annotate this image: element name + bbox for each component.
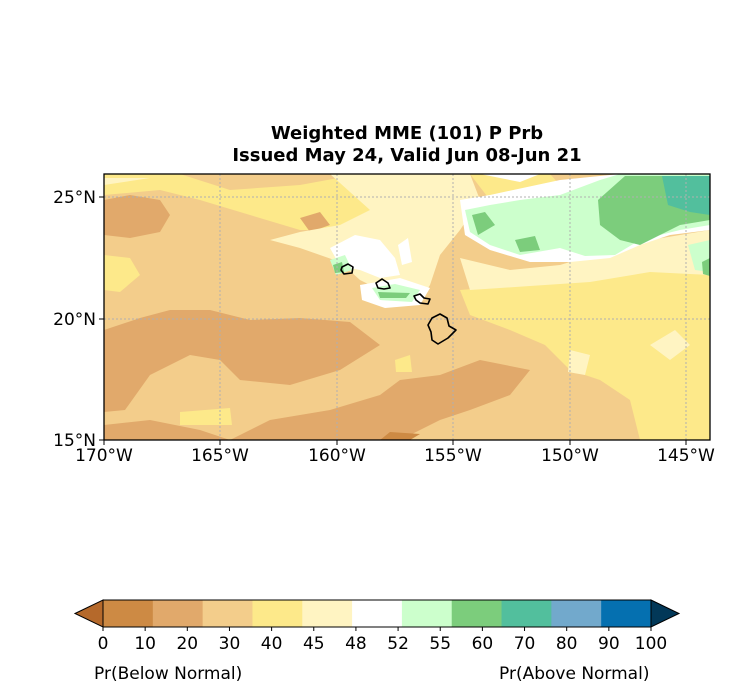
colorbar-segment	[401, 600, 453, 627]
region-40-45-spot	[395, 355, 412, 372]
colorbar-extend-below	[73, 599, 104, 628]
colorbar-tick-label: 30	[219, 634, 241, 654]
colorbar-tick-label: 10	[134, 634, 156, 654]
probability-field	[104, 174, 710, 440]
region-48-52-spot	[398, 238, 412, 265]
region-20-30-south	[230, 360, 530, 440]
colorbar-segment	[302, 600, 353, 627]
colorbar-label-above-normal: Pr(Above Normal)	[499, 664, 650, 684]
region-20-30-south-edge	[104, 420, 230, 440]
maui-coastline	[413, 293, 431, 305]
colorbar-tick-label: 100	[635, 634, 667, 654]
colorbar-segment	[501, 600, 552, 627]
lon-tick-label: 155°W	[424, 446, 482, 466]
colorbar-tick-label: 45	[303, 634, 325, 654]
colorbar-tick-label: 20	[176, 634, 198, 654]
lon-tick-label: 160°W	[308, 446, 366, 466]
region-10-20-spot	[380, 432, 420, 440]
region-40-45-west	[104, 255, 140, 292]
map-title-line-2: Issued May 24, Valid Jun 08-Jun 21	[232, 145, 582, 166]
region-45-48-east-spot-2	[650, 330, 690, 360]
lat-tick-label: 15°N	[53, 431, 96, 451]
colorbar-segment	[152, 600, 204, 627]
colorbar-segment	[103, 600, 154, 627]
region-45-48-corner	[104, 178, 150, 185]
colorbar-tick-label: 70	[514, 634, 536, 654]
region-55-60-maui	[378, 292, 410, 298]
lon-tick-label: 150°W	[541, 446, 599, 466]
colorbar-tick-label: 52	[387, 634, 409, 654]
kauai-coastline	[340, 263, 354, 275]
big-island-coastline	[427, 313, 457, 345]
region-20-30-northwest	[104, 195, 170, 238]
colorbar-segment	[451, 600, 503, 627]
colorbar-segment	[551, 600, 602, 627]
region-40-45-south	[180, 408, 232, 425]
coastlines	[340, 263, 457, 345]
lat-tick-label: 20°N	[53, 310, 96, 330]
colorbar-tick-label: 48	[345, 634, 367, 654]
lon-tick-label: 145°W	[657, 446, 715, 466]
colorbar-label-below-normal: Pr(Below Normal)	[94, 664, 243, 684]
colorbar: 0 10 20 30 40 45 48 52 55 60 70 80 90 100	[73, 599, 681, 654]
grid-lines	[104, 174, 710, 440]
colorbar-tick-label: 90	[598, 634, 620, 654]
colorbar-segment	[601, 600, 652, 627]
colorbar-segment	[202, 600, 253, 627]
region-55-60-spot-2	[515, 236, 540, 252]
plot-frame	[103, 173, 711, 441]
region-20-30-spot	[300, 212, 330, 232]
colorbar-segment	[352, 600, 403, 627]
lat-tick-labels: 25°N 20°N 15°N	[53, 188, 104, 451]
region-20-30-southwest	[104, 310, 380, 412]
lat-tick-label: 25°N	[53, 188, 96, 208]
map-title-line-1: Weighted MME (101) P Prb	[270, 123, 544, 144]
lon-tick-labels: 170°W 165°W 160°W 155°W 150°W 145°W	[75, 440, 715, 466]
colorbar-tick-label: 55	[429, 634, 451, 654]
region-40-45-north-east	[470, 174, 560, 200]
region-55-60-edge	[702, 258, 710, 276]
colorbar-frame	[102, 599, 652, 628]
colorbar-tick-label: 40	[261, 634, 283, 654]
colorbar-tick-label: 80	[556, 634, 578, 654]
region-45-48-east-spot	[568, 350, 590, 375]
region-55-60-spot	[472, 212, 495, 235]
region-45-48-central	[270, 174, 480, 300]
colorbar-segment	[252, 600, 303, 627]
colorbar-tick-label: 60	[472, 634, 494, 654]
oahu-coastline	[375, 278, 391, 290]
lon-tick-label: 165°W	[191, 446, 249, 466]
region-48-52-north-spot	[480, 174, 540, 182]
colorbar-tick-label: 0	[98, 634, 109, 654]
lon-tick-label: 170°W	[75, 446, 133, 466]
colorbar-extend-above	[650, 599, 681, 628]
